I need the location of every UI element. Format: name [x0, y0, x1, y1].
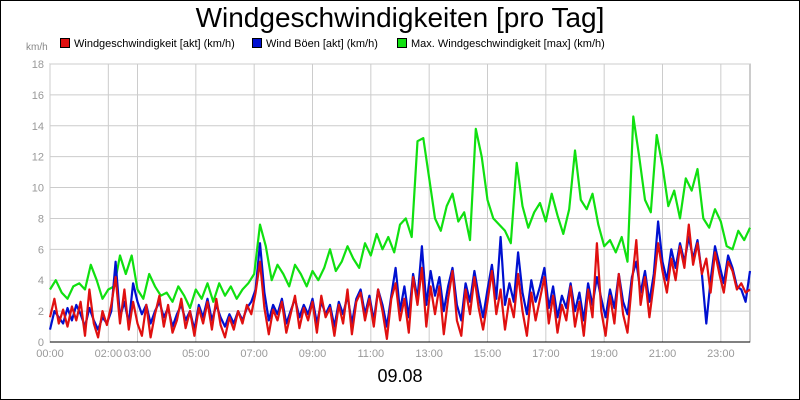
- y-tick-label: 0: [38, 337, 44, 349]
- legend-swatch-akt: [60, 38, 70, 48]
- y-tick-label: 4: [38, 275, 44, 287]
- series-line-2: [49, 115, 751, 310]
- y-tick-label: 2: [38, 306, 44, 318]
- legend-swatch-max: [397, 38, 407, 48]
- chart-title: Windgeschwindigkeiten [pro Tag]: [195, 2, 605, 33]
- y-tick-label: 14: [32, 121, 44, 133]
- y-tick-label: 16: [32, 90, 44, 102]
- x-tick-label: 19:00: [590, 348, 618, 360]
- legend-swatch-boeen: [252, 38, 262, 48]
- plot-area: [49, 63, 751, 343]
- y-axis-ticks: 0 2 4 6 8 10 12 14 16 18: [32, 59, 44, 349]
- y-tick-label: 8: [38, 213, 44, 225]
- legend-label-akt: Windgeschwindigkeit [akt] (km/h): [74, 38, 235, 50]
- x-tick-label: 02:00: [95, 348, 123, 360]
- y-tick-label: 18: [32, 59, 44, 71]
- series-lines: [48, 115, 752, 340]
- series-line-0: [48, 223, 751, 340]
- y-unit-label: km/h: [26, 42, 48, 53]
- x-tick-label: 11:00: [357, 348, 384, 360]
- x-tick-label: 09:00: [299, 348, 327, 360]
- date-label: 09.08: [377, 366, 423, 386]
- x-tick-label: 15:00: [474, 348, 502, 360]
- legend-label-boeen: Wind Böen [akt] (km/h): [266, 38, 378, 50]
- legend-label-max: Max. Windgeschwindigkeit [max] (km/h): [411, 38, 605, 50]
- x-tick-label: 05:00: [182, 348, 210, 360]
- legend-item-max: Max. Windgeschwindigkeit [max] (km/h): [397, 38, 605, 50]
- x-tick-label: 21:00: [649, 348, 677, 360]
- x-tick-label: 13:00: [415, 348, 443, 360]
- x-tick-label: 03:00: [124, 348, 152, 360]
- y-tick-label: 10: [32, 183, 44, 195]
- y-tick-label: 12: [32, 152, 44, 164]
- x-tick-label: 07:00: [240, 348, 268, 360]
- legend-item-boeen: Wind Böen [akt] (km/h): [252, 38, 378, 50]
- x-axis-ticks: 00:00 02:00 03:00 05:00 07:00 09:00 11:00 13:00…: [36, 348, 734, 360]
- x-tick-label: 17:00: [532, 348, 560, 360]
- y-tick-label: 6: [38, 244, 44, 256]
- x-tick-label: 00:00: [36, 348, 64, 360]
- x-tick-label: 23:00: [707, 348, 735, 360]
- legend-item-akt: Windgeschwindigkeit [akt] (km/h): [60, 38, 235, 50]
